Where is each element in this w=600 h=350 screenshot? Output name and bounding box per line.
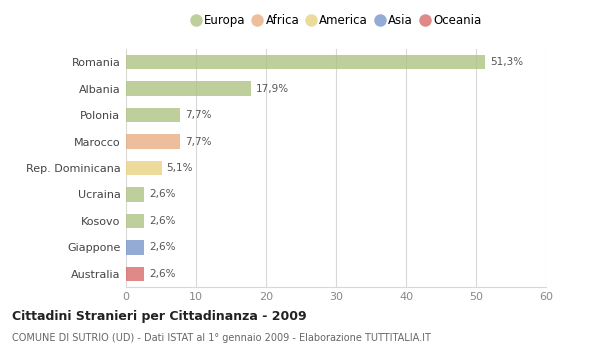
- Text: COMUNE DI SUTRIO (UD) - Dati ISTAT al 1° gennaio 2009 - Elaborazione TUTTITALIA.: COMUNE DI SUTRIO (UD) - Dati ISTAT al 1°…: [12, 333, 431, 343]
- Text: 2,6%: 2,6%: [149, 216, 176, 226]
- Text: Cittadini Stranieri per Cittadinanza - 2009: Cittadini Stranieri per Cittadinanza - 2…: [12, 310, 307, 323]
- Bar: [126, 161, 162, 175]
- Text: 17,9%: 17,9%: [256, 84, 289, 94]
- Bar: [126, 108, 180, 122]
- Bar: [126, 266, 144, 281]
- Legend: Europa, Africa, America, Asia, Oceania: Europa, Africa, America, Asia, Oceania: [188, 12, 484, 30]
- Bar: [126, 134, 180, 149]
- Text: 2,6%: 2,6%: [149, 269, 176, 279]
- Text: 7,7%: 7,7%: [185, 110, 211, 120]
- Text: 5,1%: 5,1%: [167, 163, 193, 173]
- Bar: [126, 82, 251, 96]
- Text: 51,3%: 51,3%: [490, 57, 523, 67]
- Text: 7,7%: 7,7%: [185, 136, 211, 147]
- Text: 2,6%: 2,6%: [149, 242, 176, 252]
- Bar: [126, 55, 485, 70]
- Text: 2,6%: 2,6%: [149, 189, 176, 200]
- Bar: [126, 214, 144, 228]
- Bar: [126, 240, 144, 254]
- Bar: [126, 187, 144, 202]
